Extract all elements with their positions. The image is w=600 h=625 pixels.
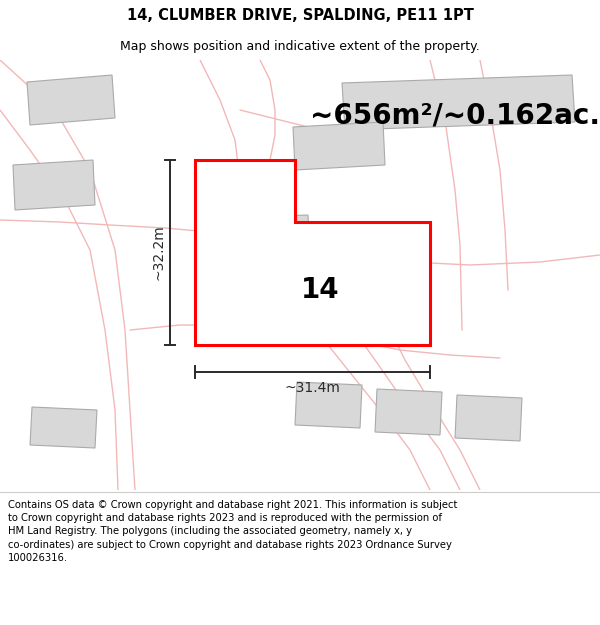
- Text: Map shows position and indicative extent of the property.: Map shows position and indicative extent…: [120, 40, 480, 53]
- Text: Contains OS data © Crown copyright and database right 2021. This information is : Contains OS data © Crown copyright and d…: [8, 500, 457, 562]
- Text: 14: 14: [301, 276, 340, 304]
- Text: 14, CLUMBER DRIVE, SPALDING, PE11 1PT: 14, CLUMBER DRIVE, SPALDING, PE11 1PT: [127, 8, 473, 22]
- Polygon shape: [27, 75, 115, 125]
- Polygon shape: [455, 395, 522, 441]
- Polygon shape: [13, 160, 95, 210]
- Polygon shape: [293, 122, 385, 170]
- Text: ~32.2m: ~32.2m: [151, 224, 165, 281]
- Text: ~31.4m: ~31.4m: [284, 381, 340, 395]
- Polygon shape: [195, 160, 430, 345]
- Polygon shape: [342, 75, 575, 130]
- Polygon shape: [295, 382, 362, 428]
- Polygon shape: [208, 215, 310, 260]
- Polygon shape: [30, 407, 97, 448]
- Polygon shape: [375, 389, 442, 435]
- Text: ~656m²/~0.162ac.: ~656m²/~0.162ac.: [310, 101, 600, 129]
